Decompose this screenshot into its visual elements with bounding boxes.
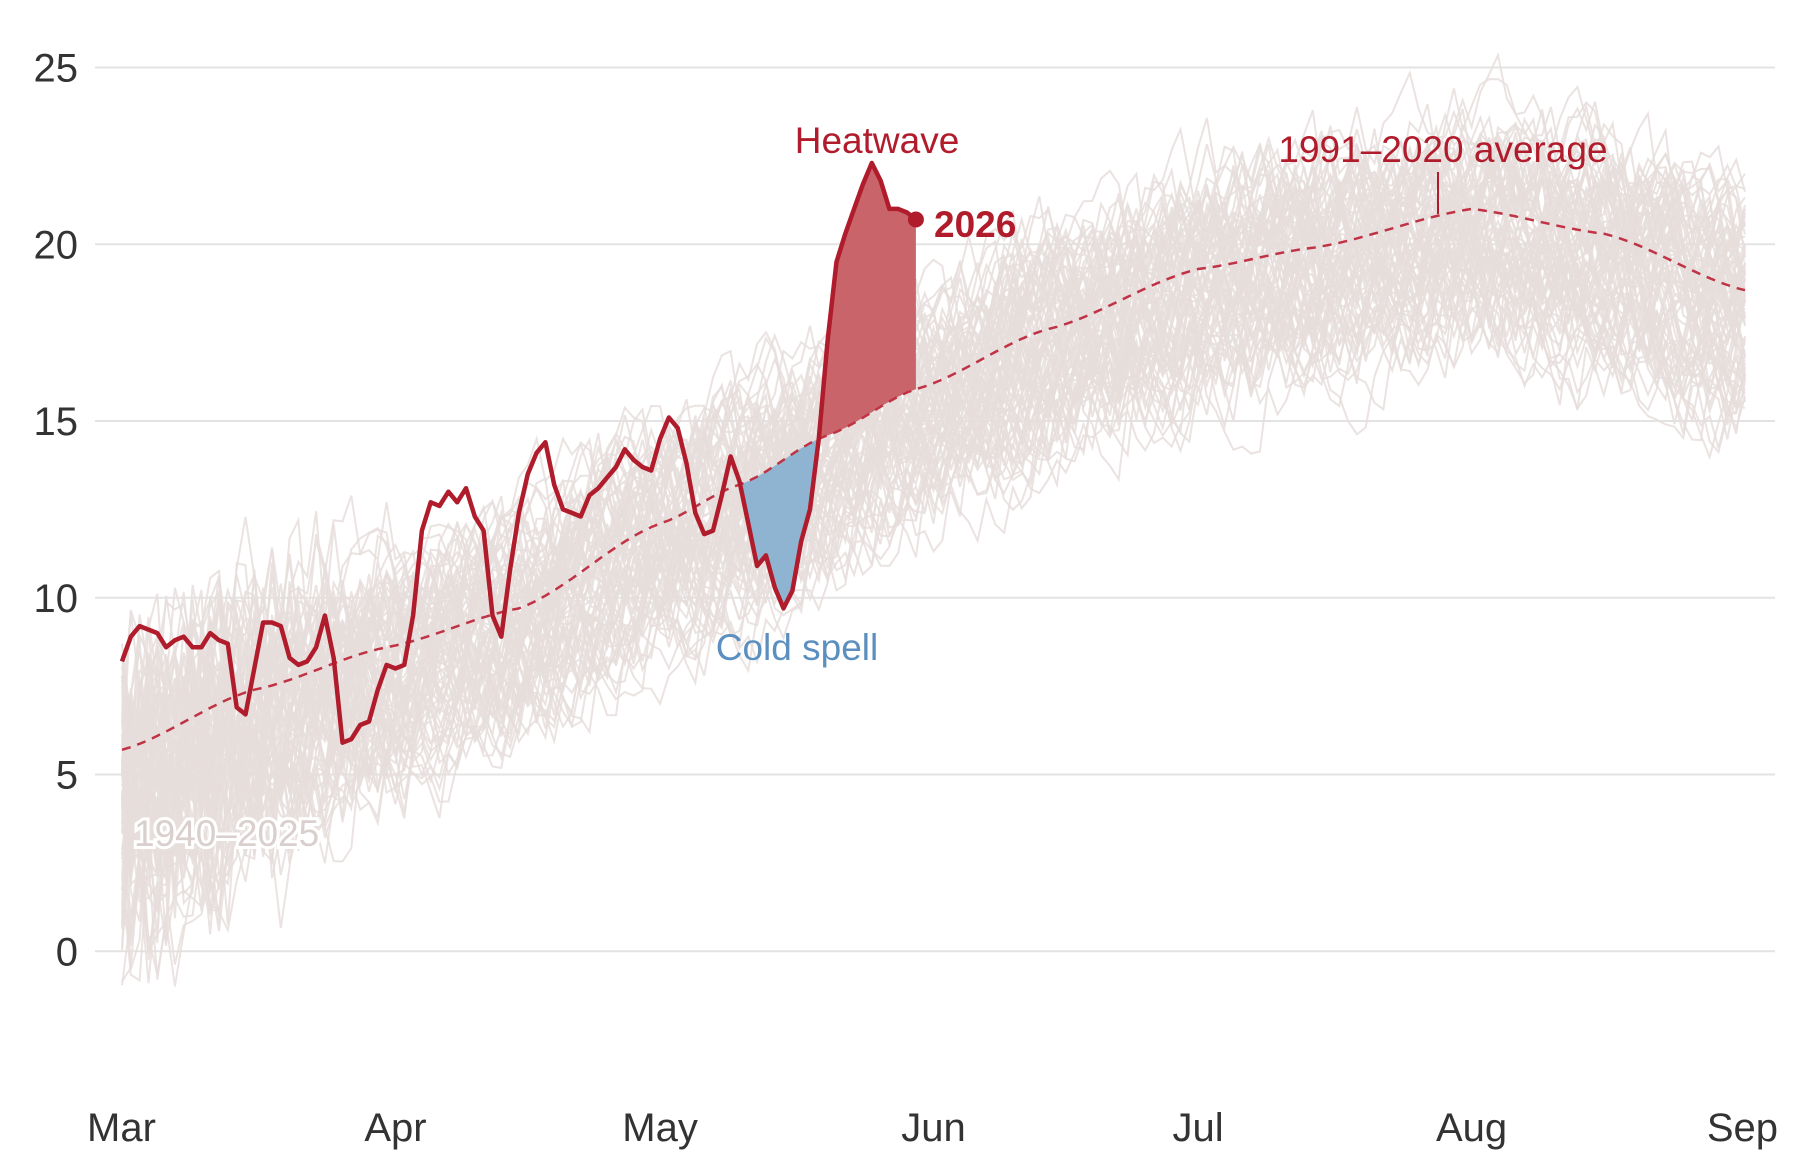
y-tick-label: 10: [34, 577, 79, 621]
y-tick-label: 5: [56, 754, 78, 798]
historical-year-line: [121, 144, 1746, 802]
historical-year-line: [121, 109, 1746, 856]
y-tick-label: 25: [34, 47, 79, 91]
historical-year-line: [121, 177, 1746, 881]
x-tick-label: Jul: [1173, 1106, 1224, 1150]
average-label: 1991–2020 average: [1278, 129, 1607, 170]
average-line-group: [121, 207, 1746, 751]
cold-spell-label: Cold spell: [716, 627, 878, 668]
heatwave-label: Heatwave: [795, 120, 960, 161]
historical-year-line: [121, 233, 1746, 931]
x-tick-label: Jun: [901, 1106, 966, 1150]
x-tick-label: Aug: [1436, 1106, 1507, 1150]
historical-year-line: [121, 211, 1746, 887]
historical-year-line: [121, 147, 1746, 887]
history-label: 1940–2025: [134, 813, 319, 854]
y-tick-label: 15: [34, 400, 79, 444]
historical-year-line: [121, 249, 1746, 984]
historical-year-line: [121, 258, 1746, 949]
y-tick-labels: 0 5 10 15 20 25: [34, 47, 79, 975]
current-year-line: [119, 160, 918, 745]
x-tick-label: Apr: [364, 1106, 426, 1150]
x-tick-label: Mar: [87, 1106, 156, 1150]
x-tick-label: May: [622, 1106, 698, 1150]
heatwave-area: [818, 163, 916, 439]
historical-year-line: [121, 132, 1746, 799]
x-tick-labels: Mar Apr May Jun Jul Aug Sep: [87, 1106, 1778, 1150]
current-year-end-point: [907, 211, 924, 228]
current-year-group: [119, 160, 924, 745]
current-year-label: 2026: [934, 204, 1016, 245]
cold-spell-area: [739, 438, 819, 609]
anomaly-areas: [739, 163, 916, 609]
historical-lines: [121, 52, 1746, 987]
historical-year-line: [121, 101, 1746, 742]
average-line: [121, 207, 1746, 751]
y-tick-label: 0: [56, 930, 78, 974]
y-tick-label: 20: [34, 223, 79, 267]
x-tick-label: Sep: [1707, 1106, 1778, 1150]
